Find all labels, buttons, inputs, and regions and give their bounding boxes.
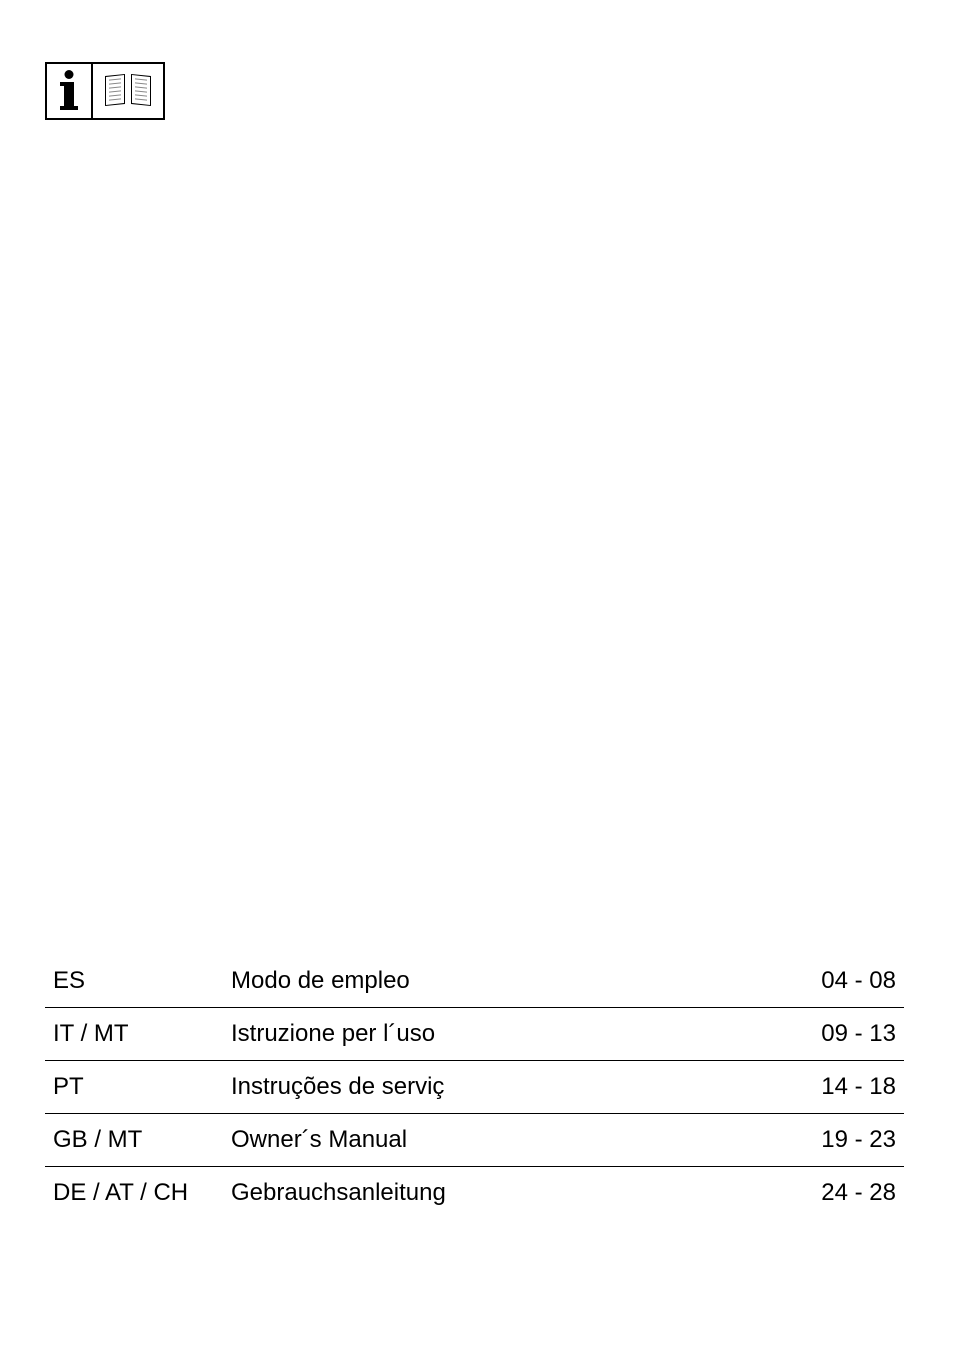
- toc-page-range: 24 - 28: [821, 1179, 896, 1207]
- toc-language-code: GB / MT: [53, 1126, 231, 1154]
- table-row: IT / MT Istruzione per l´uso 09 - 13: [45, 1008, 904, 1061]
- table-row: DE / AT / CH Gebrauchsanleitung 24 - 28: [45, 1167, 904, 1219]
- table-row: ES Modo de empleo 04 - 08: [45, 955, 904, 1008]
- toc-language-code: DE / AT / CH: [53, 1179, 231, 1207]
- book-page-left: [105, 74, 125, 106]
- toc-section-title: Istruzione per l´uso: [231, 1020, 821, 1048]
- table-row: PT Instruções de serviç 14 - 18: [45, 1061, 904, 1114]
- book-icon-section: [93, 64, 163, 118]
- table-row: GB / MT Owner´s Manual 19 - 23: [45, 1114, 904, 1167]
- toc-section-title: Instruções de serviç: [231, 1073, 821, 1101]
- book-page-right: [131, 74, 151, 106]
- toc-section-title: Gebrauchsanleitung: [231, 1179, 821, 1207]
- info-icon-section: [47, 64, 93, 118]
- toc-language-code: PT: [53, 1073, 231, 1101]
- info-i-stem: [64, 82, 74, 110]
- toc-language-code: ES: [53, 967, 231, 995]
- info-book-icon-box: [45, 62, 165, 120]
- toc-page-range: 14 - 18: [821, 1073, 896, 1101]
- book-icon: [103, 72, 153, 110]
- toc-page-range: 19 - 23: [821, 1126, 896, 1154]
- toc-section-title: Owner´s Manual: [231, 1126, 821, 1154]
- toc-language-code: IT / MT: [53, 1020, 231, 1048]
- toc-page-range: 04 - 08: [821, 967, 896, 995]
- toc-table: ES Modo de empleo 04 - 08 IT / MT Istruz…: [45, 955, 904, 1219]
- info-i-dot: [65, 70, 74, 79]
- toc-page-range: 09 - 13: [821, 1020, 896, 1048]
- toc-section-title: Modo de empleo: [231, 967, 821, 995]
